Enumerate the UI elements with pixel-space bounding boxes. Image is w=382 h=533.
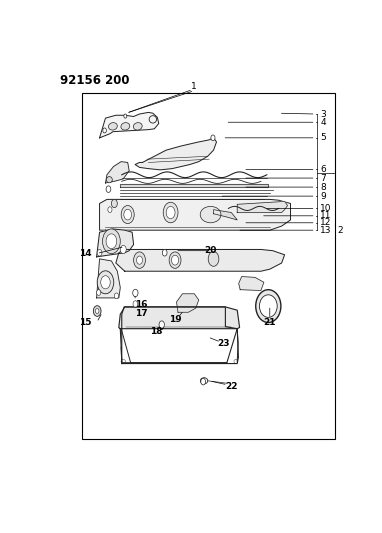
Circle shape [137, 256, 142, 264]
Circle shape [201, 378, 206, 385]
Text: 20: 20 [204, 246, 216, 255]
Polygon shape [120, 184, 268, 187]
Text: 92156 200: 92156 200 [60, 74, 129, 87]
Polygon shape [105, 161, 129, 183]
Circle shape [121, 206, 134, 224]
Circle shape [163, 202, 178, 223]
Text: 6: 6 [320, 165, 326, 174]
Polygon shape [214, 209, 237, 220]
Circle shape [120, 245, 126, 254]
Polygon shape [100, 112, 159, 138]
Circle shape [97, 249, 102, 256]
Ellipse shape [133, 123, 142, 130]
Text: 1: 1 [191, 82, 197, 91]
Text: 22: 22 [225, 382, 238, 391]
Circle shape [162, 249, 167, 256]
Text: 15: 15 [79, 318, 92, 327]
Ellipse shape [108, 123, 117, 130]
Circle shape [133, 289, 138, 297]
Text: 19: 19 [169, 314, 181, 324]
Polygon shape [176, 294, 199, 312]
Circle shape [112, 199, 117, 207]
Text: 14: 14 [79, 249, 92, 258]
Text: 12: 12 [320, 219, 332, 227]
Circle shape [93, 306, 101, 317]
Ellipse shape [200, 206, 221, 223]
Text: 11: 11 [320, 211, 332, 220]
Polygon shape [97, 229, 134, 257]
Circle shape [102, 229, 120, 254]
Circle shape [103, 128, 106, 133]
Text: 3: 3 [320, 109, 326, 118]
Circle shape [106, 186, 111, 192]
Circle shape [211, 135, 215, 141]
Text: 10: 10 [320, 204, 332, 213]
Text: 23: 23 [218, 338, 230, 348]
Text: 21: 21 [264, 318, 276, 327]
Text: 4: 4 [320, 118, 326, 127]
Circle shape [169, 252, 181, 268]
Circle shape [96, 309, 99, 313]
Text: 13: 13 [320, 225, 332, 235]
Circle shape [108, 207, 112, 213]
Polygon shape [239, 277, 264, 290]
Polygon shape [116, 249, 285, 271]
Text: 5: 5 [320, 133, 326, 142]
Ellipse shape [121, 123, 130, 130]
Circle shape [124, 114, 127, 118]
Polygon shape [119, 307, 240, 329]
Circle shape [106, 234, 117, 248]
Ellipse shape [259, 295, 277, 317]
Ellipse shape [106, 176, 112, 183]
Circle shape [208, 252, 219, 266]
Text: 7: 7 [320, 174, 326, 183]
Polygon shape [135, 138, 217, 170]
Circle shape [133, 301, 138, 308]
Ellipse shape [256, 290, 281, 322]
Circle shape [134, 252, 146, 268]
Circle shape [97, 290, 101, 295]
Circle shape [101, 276, 110, 289]
Circle shape [159, 321, 164, 328]
Text: 9: 9 [320, 191, 326, 200]
Text: 17: 17 [135, 309, 148, 318]
Circle shape [172, 255, 179, 265]
Circle shape [166, 206, 175, 219]
Text: 18: 18 [150, 327, 162, 336]
Circle shape [97, 271, 114, 294]
Polygon shape [100, 199, 290, 230]
Polygon shape [97, 259, 120, 298]
Circle shape [114, 293, 118, 298]
Polygon shape [237, 201, 288, 213]
Text: 2: 2 [337, 227, 343, 236]
Text: 8: 8 [320, 183, 326, 191]
Bar [82, 93, 335, 440]
Circle shape [124, 209, 131, 220]
Text: 16: 16 [135, 300, 147, 309]
